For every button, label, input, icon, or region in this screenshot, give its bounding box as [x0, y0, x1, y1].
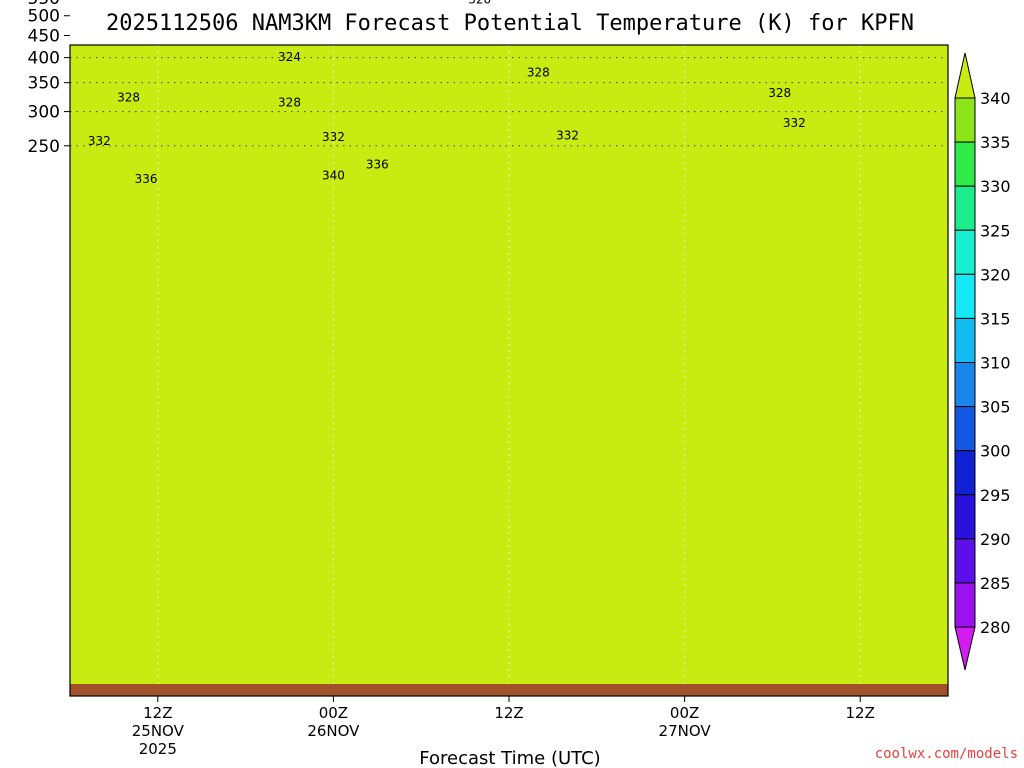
fill-band-340	[70, 45, 948, 696]
contour-label-text: 320	[468, 0, 491, 6]
colorbar-top-cap	[954, 52, 976, 99]
chart-title: 2025112506 NAM3KM Forecast Potential Tem…	[106, 11, 914, 36]
colorbar-swatch-300	[954, 406, 976, 452]
y-tick-label: 300	[28, 103, 60, 123]
contour-labels: 3363403363323323323323283283283283243203…	[88, 0, 806, 186]
colorbar-swatch-285	[954, 538, 976, 584]
x-tick-label: 12Z	[143, 704, 172, 722]
contour-label-9: 328	[527, 66, 550, 80]
colorbar-label: 300	[980, 442, 1011, 461]
contour-label-text: 328	[117, 91, 140, 105]
colorbar-label: 290	[980, 530, 1011, 549]
contour-label-11: 324	[278, 50, 301, 64]
colorbar-label: 315	[980, 309, 1011, 328]
contour-label-text: 336	[366, 157, 389, 171]
y-tick-label: 500	[28, 7, 60, 27]
colorbar-label: 340	[980, 89, 1011, 108]
contour-label-text: 340	[322, 168, 345, 182]
contour-label-6: 332	[783, 116, 806, 130]
y-tick-label: 450	[28, 27, 60, 47]
x-tick-label: 00Z	[319, 704, 348, 722]
colorbar-swatch-290	[954, 494, 976, 540]
contour-fills	[70, 45, 948, 696]
colorbar-label: 325	[980, 221, 1011, 240]
colorbar-swatch-320	[954, 229, 976, 275]
colorbar-swatch-295	[954, 450, 976, 496]
plot-grid	[70, 45, 948, 696]
y-tick-label: 250	[28, 137, 60, 157]
colorbar-swatch-310	[954, 317, 976, 363]
contour-label-13: 320	[468, 0, 491, 6]
colorbar-label: 320	[980, 265, 1011, 284]
contour-label-2: 336	[366, 157, 389, 171]
x-tick-date: 27NOV	[659, 722, 712, 740]
colorbar-swatch-280	[954, 582, 976, 628]
contour-label-text: 332	[783, 116, 806, 130]
x-tick-label: 12Z	[494, 704, 523, 722]
ground-surface	[70, 684, 948, 696]
contour-label-0: 336	[135, 172, 158, 186]
contour-label-text: 332	[88, 134, 111, 148]
colorbar-label: 330	[980, 177, 1011, 196]
x-tick-label: 00Z	[670, 704, 699, 722]
x-tick-year: 2025	[139, 740, 177, 758]
colorbar-label: 305	[980, 398, 1011, 417]
colorbar-swatch-305	[954, 362, 976, 408]
colorbar-swatch-335	[954, 97, 976, 143]
colorbar-label: 280	[980, 618, 1011, 637]
x-tick-label: 12Z	[846, 704, 875, 722]
contour-label-text: 328	[278, 95, 301, 109]
x-tick-date: 25NOV	[132, 722, 185, 740]
colorbar-bottom-cap	[954, 626, 976, 671]
colorbar-label: 310	[980, 354, 1011, 373]
contour-label-3: 332	[88, 134, 111, 148]
y-tick-label: 350	[28, 74, 60, 94]
contour-label-text: 328	[527, 66, 550, 80]
y-tick-label: 400	[28, 49, 60, 69]
contour-label-5: 332	[556, 128, 579, 142]
x-tick-date: 26NOV	[307, 722, 360, 740]
colorbar-swatch-325	[954, 185, 976, 231]
colorbar-label: 295	[980, 486, 1011, 505]
contour-label-text: 328	[768, 86, 791, 100]
contour-label-text: 332	[556, 128, 579, 142]
colorbar-label: 335	[980, 133, 1011, 152]
contour-label-text: 332	[322, 130, 345, 144]
contour-label-1: 340	[322, 168, 345, 182]
contour-label-4: 332	[322, 130, 345, 144]
x-axis-label: Forecast Time (UTC)	[419, 748, 600, 768]
colorbar-swatch-330	[954, 141, 976, 187]
y-tick-label: 550	[28, 0, 60, 9]
contour-label-10: 328	[768, 86, 791, 100]
contour-label-text: 324	[278, 50, 301, 64]
colorbar: 280 285 290 295 300 305 310 315 320 325 330 335 340	[954, 52, 1011, 671]
colorbar-swatch-315	[954, 273, 976, 319]
y-axis-ticks: 2503003504004505005506006507007508008509…	[28, 0, 70, 157]
contour-label-8: 328	[278, 95, 301, 109]
contour-label-7: 328	[117, 91, 140, 105]
contour-label-text: 336	[135, 172, 158, 186]
colorbar-label: 285	[980, 574, 1011, 593]
credit-text: coolwx.com/models	[875, 746, 1018, 762]
